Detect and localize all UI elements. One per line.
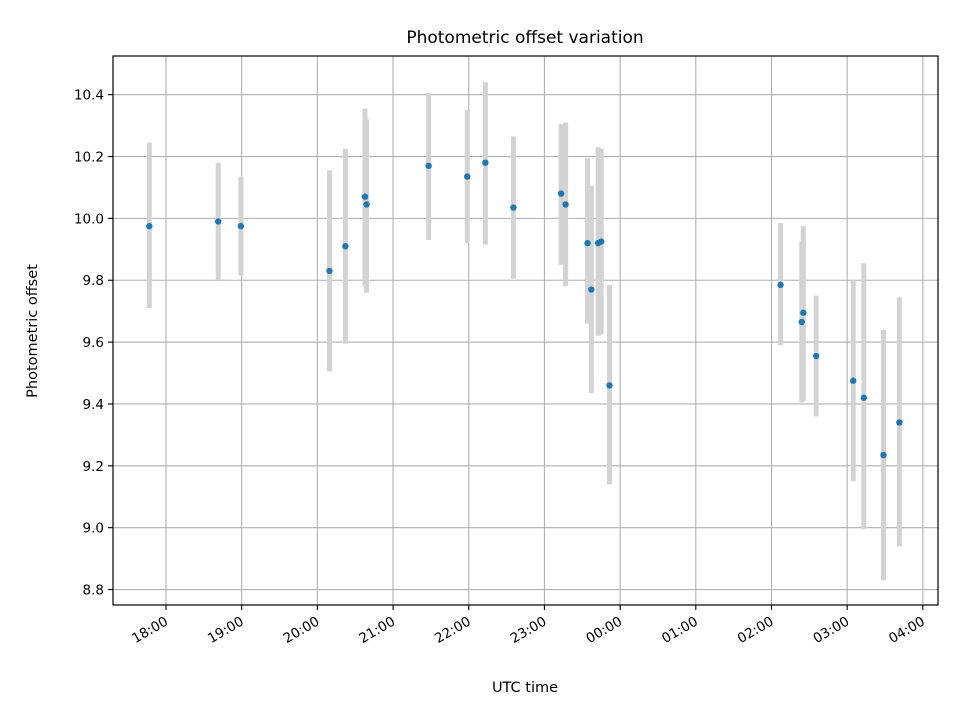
- data-point: [588, 286, 595, 293]
- data-point: [798, 318, 805, 326]
- y-tick-label: 9.4: [83, 397, 104, 413]
- x-axis-label: UTC time: [492, 680, 558, 696]
- x-tick-label: 00:00: [583, 614, 625, 647]
- x-tick-label: 01:00: [659, 614, 701, 647]
- data-point: [597, 238, 605, 245]
- y-tick-label: 10.4: [74, 88, 104, 104]
- plot-frame: [112, 55, 939, 606]
- data-point: [326, 267, 333, 275]
- x-tick-label: 19:00: [205, 614, 247, 647]
- data-point: [342, 243, 349, 250]
- data-point: [880, 451, 887, 459]
- x-tick-label: 22:00: [432, 614, 474, 647]
- data-point: [146, 222, 153, 230]
- data-point: [363, 201, 370, 208]
- data-point: [584, 239, 591, 247]
- data-point: [361, 193, 369, 200]
- chart-title: Photometric offset variation: [406, 28, 643, 48]
- y-tick-label: 10.2: [74, 150, 104, 166]
- y-tick-label: 9.2: [83, 459, 104, 475]
- data-point: [482, 159, 489, 166]
- grid: [113, 56, 938, 605]
- x-tick-label: 03:00: [810, 614, 852, 647]
- data-point: [606, 382, 613, 389]
- data-point: [860, 394, 868, 401]
- data-point: [812, 352, 820, 360]
- y-tick-label: 8.8: [83, 583, 104, 599]
- data-markers: [146, 159, 903, 459]
- data-point: [777, 281, 784, 289]
- y-axis-ticks: 8.8 9.0 9.2 9.4 9.6 9.8 10.0 10.2 10.4: [74, 88, 113, 599]
- x-axis-ticks: 18:00 19:00 20:00 21:00 22:00 23:00 00:00 01:00…: [129, 605, 928, 647]
- data-point: [425, 162, 432, 169]
- y-axis-label: Photometric offset: [25, 264, 41, 398]
- x-tick-label: 18:00: [129, 614, 171, 647]
- data-point: [850, 377, 857, 384]
- y-tick-label: 10.0: [74, 211, 104, 227]
- data-point: [557, 190, 565, 197]
- data-point: [896, 419, 903, 426]
- x-tick-label: 04:00: [886, 614, 928, 647]
- x-tick-label: 20:00: [281, 614, 323, 647]
- x-tick-label: 02:00: [735, 614, 777, 647]
- y-tick-label: 9.8: [83, 273, 104, 289]
- y-tick-label: 9.0: [83, 521, 104, 537]
- x-tick-label: 23:00: [508, 614, 550, 647]
- data-point: [800, 309, 807, 316]
- data-point: [510, 204, 517, 211]
- x-tick-label: 21:00: [356, 614, 398, 647]
- data-point: [237, 222, 245, 230]
- data-point: [464, 173, 471, 180]
- data-point: [215, 218, 222, 225]
- data-point: [562, 201, 569, 208]
- y-tick-label: 9.6: [83, 335, 104, 351]
